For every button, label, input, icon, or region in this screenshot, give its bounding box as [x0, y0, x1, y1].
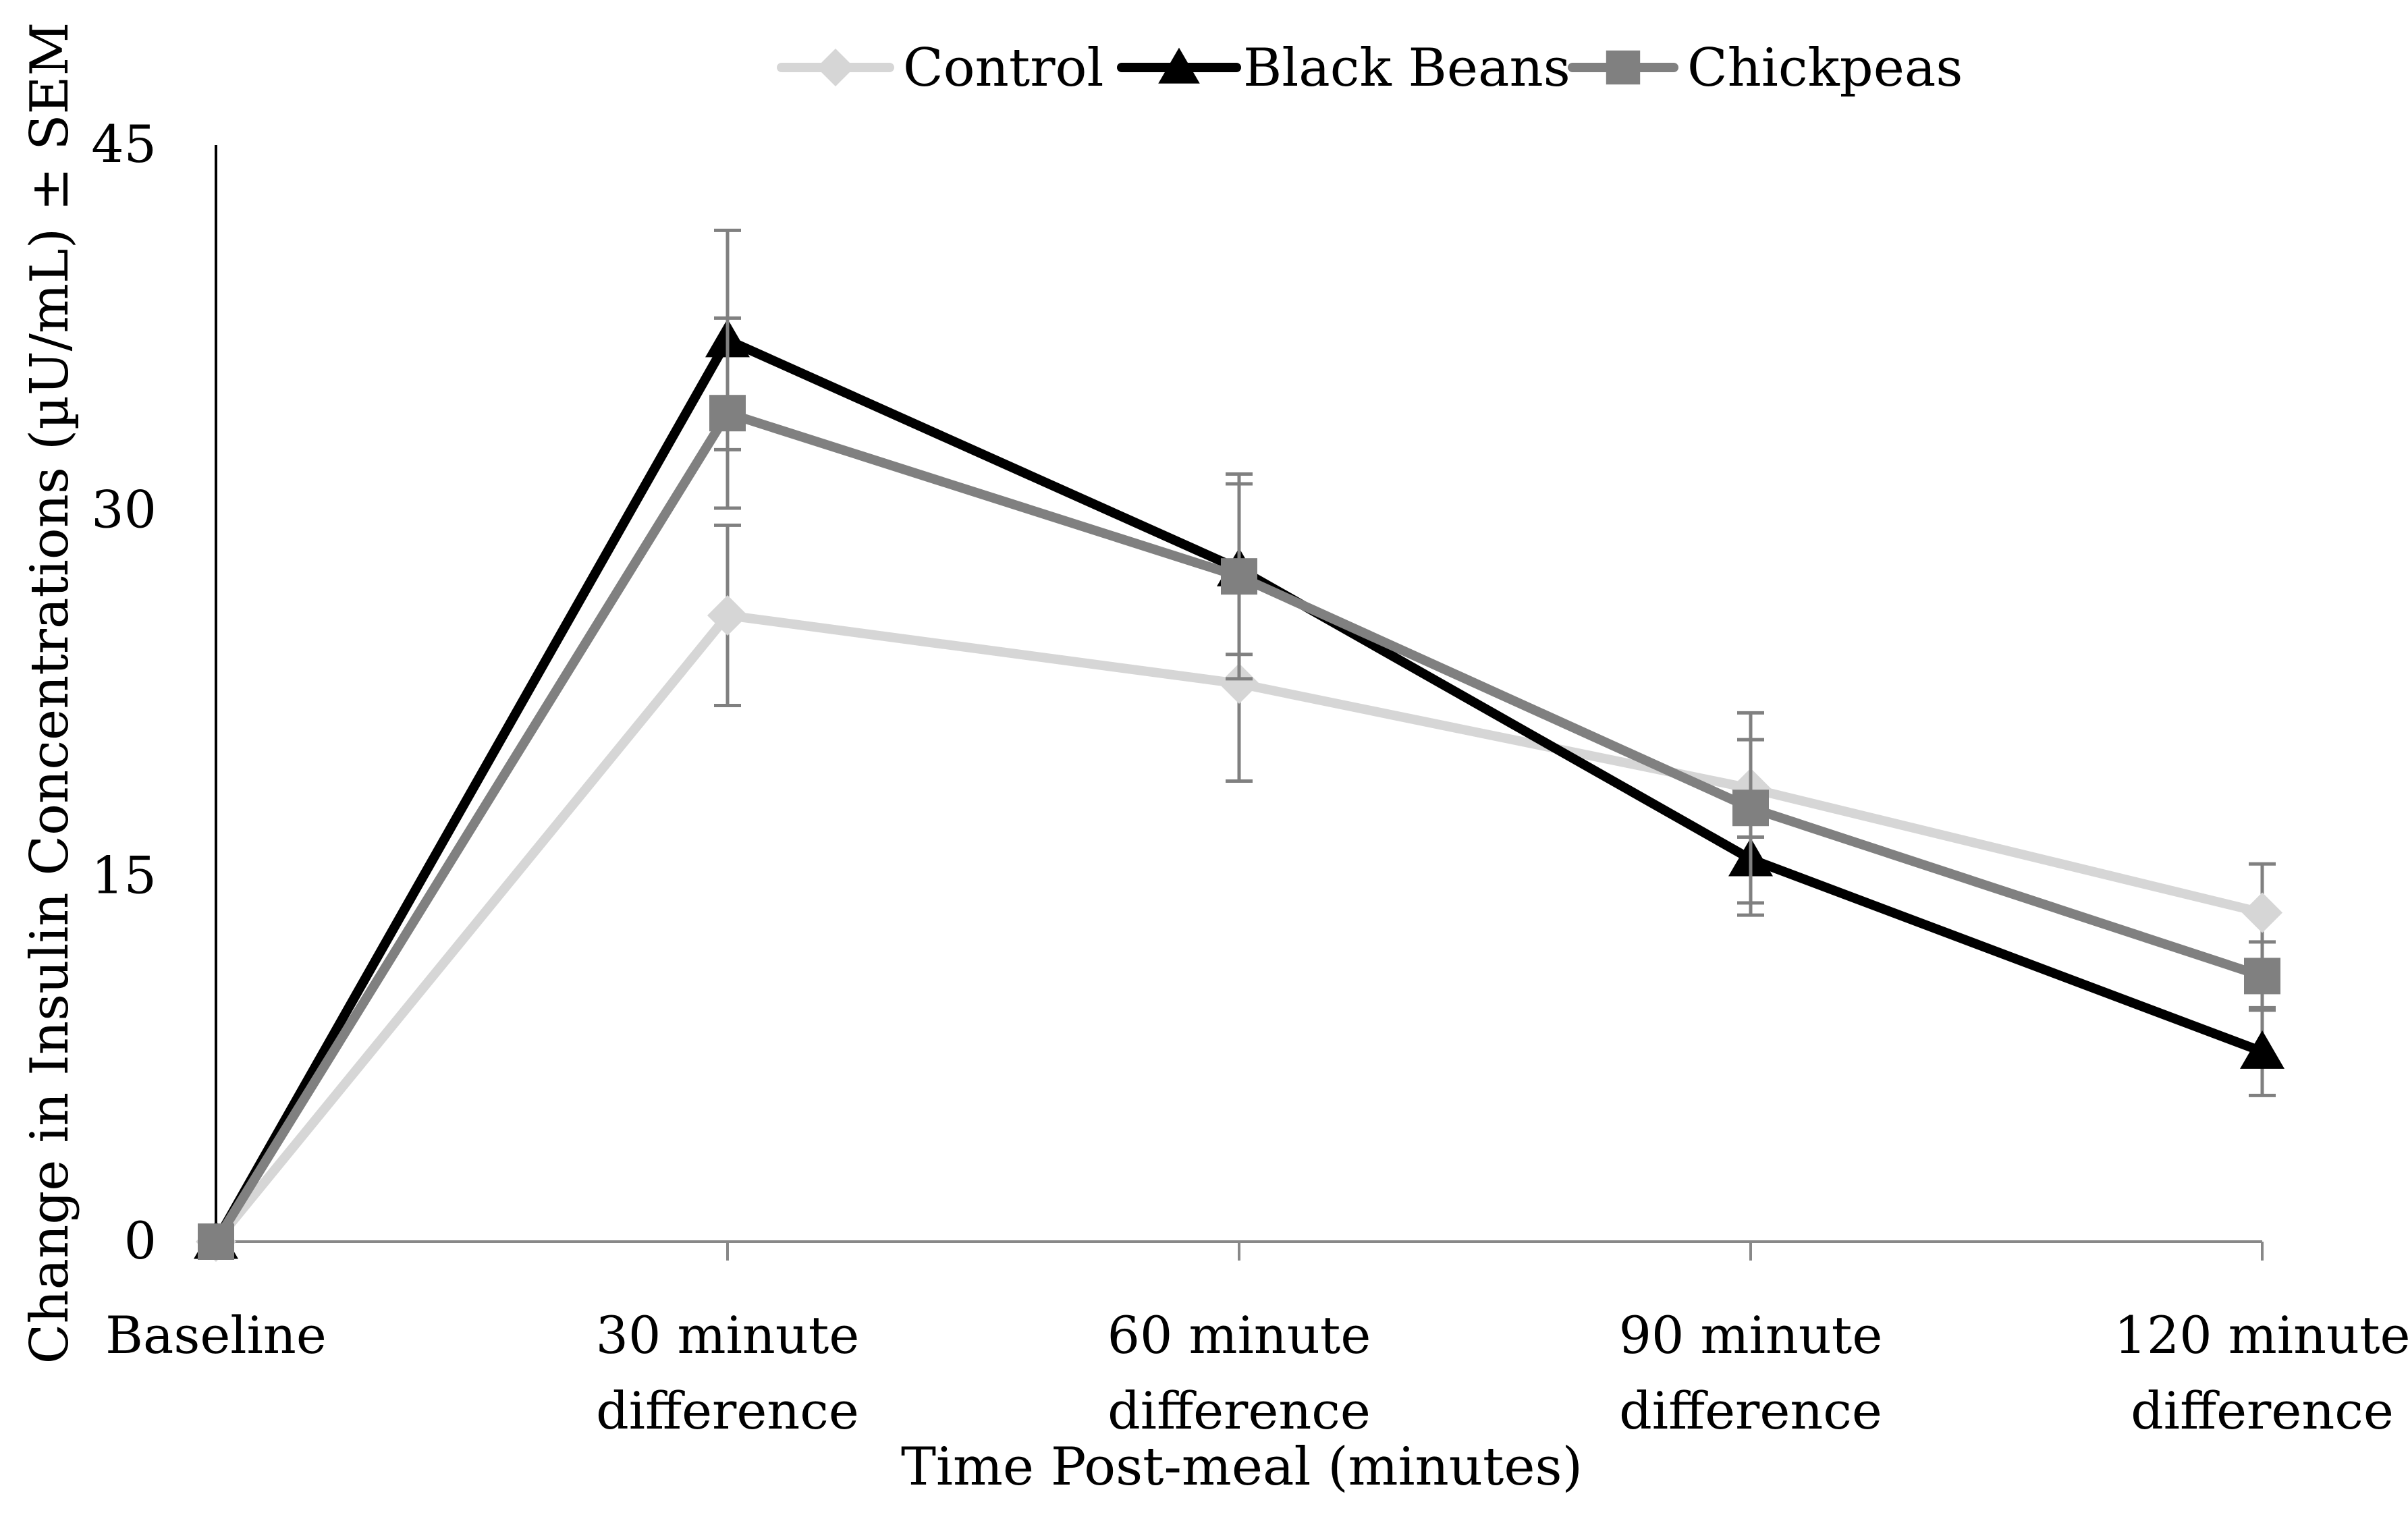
x-tick-labels: Baseline 30 minute difference 60 minute diff…	[105, 1305, 2408, 1441]
legend-item-black-beans: Black Beans	[1117, 38, 1570, 99]
black-beans-point	[2240, 1030, 2284, 1069]
y-axis-title: Change in Insulin Concentrations (µU/mL)…	[20, 22, 80, 1364]
chickpeas-point	[198, 1223, 234, 1260]
y-tick-labels: 0 15 30 45	[91, 114, 157, 1271]
legend-label-chickpeas: Chickpeas	[1687, 38, 1963, 99]
x-tick-label-line: difference	[596, 1381, 859, 1441]
legend-marker-control	[817, 49, 854, 86]
control-point	[707, 595, 748, 636]
x-tick-label-line: 60 minute	[1107, 1305, 1371, 1365]
legend-marker-black-beans	[1158, 47, 1200, 84]
x-axis-title: Time Post-meal (minutes)	[901, 1437, 1583, 1497]
control-point	[2242, 892, 2282, 933]
x-tick-label: 60 minute difference	[1107, 1305, 1371, 1441]
x-tick-label-line: 90 minute	[1619, 1305, 1883, 1365]
axes	[215, 145, 2264, 1261]
legend-marker-chickpeas	[1606, 50, 1641, 85]
chickpeas-point	[2244, 958, 2280, 995]
x-tick-label-line: 120 minute	[2114, 1305, 2408, 1365]
x-tick-label: 90 minute difference	[1619, 1305, 1883, 1441]
x-tick-label-line: difference	[1619, 1381, 1882, 1441]
chickpeas-point	[1221, 558, 1257, 595]
legend-item-chickpeas: Chickpeas	[1568, 38, 1963, 99]
y-tick-label: 45	[91, 114, 157, 174]
chickpeas-point	[709, 395, 746, 432]
control-point	[1219, 663, 1259, 705]
legend: Control Black Beans Chickpeas	[777, 38, 1963, 99]
x-tick-label-line: 30 minute	[596, 1305, 860, 1365]
x-tick-label: 30 minute difference	[596, 1305, 860, 1441]
y-tick-label: 0	[124, 1211, 157, 1271]
legend-label-control: Control	[903, 38, 1103, 99]
legend-label-black-beans: Black Beans	[1243, 38, 1570, 99]
legend-item-control: Control	[777, 38, 1103, 99]
x-tick-label: Baseline	[105, 1305, 327, 1365]
x-tick-label-line: difference	[1107, 1381, 1371, 1441]
y-tick-label: 15	[91, 845, 157, 905]
series	[194, 228, 2284, 1262]
chickpeas-point	[1732, 790, 1769, 827]
y-tick-label: 30	[91, 480, 157, 540]
series-chickpeas	[198, 316, 2280, 1260]
x-tick-label: 120 minute difference	[2114, 1305, 2408, 1441]
x-tick-label-line: Baseline	[105, 1305, 327, 1365]
x-tick-label-line: difference	[2131, 1381, 2394, 1441]
